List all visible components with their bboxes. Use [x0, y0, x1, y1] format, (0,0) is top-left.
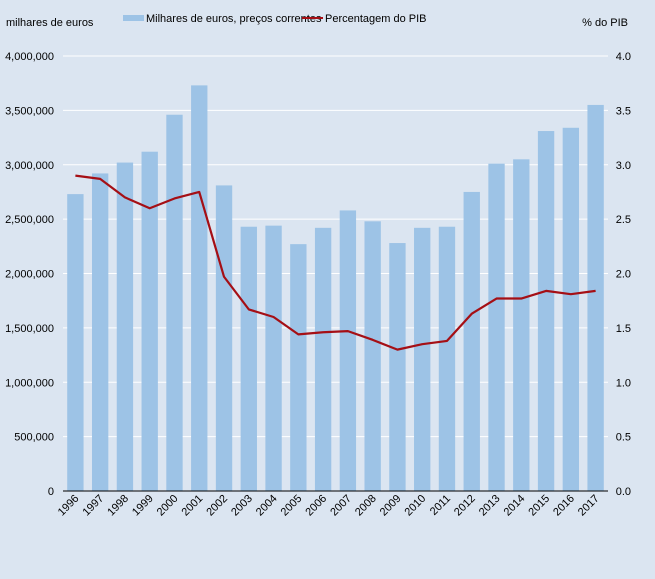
bar-2008: [364, 221, 381, 492]
bar-2010: [414, 227, 431, 491]
left-axis-title: milhares de euros: [6, 17, 94, 29]
y2-tick-label: 2.0: [616, 269, 631, 281]
y2-tick-label: 4.0: [616, 51, 631, 63]
y2-tick-label: 0.5: [616, 432, 631, 444]
bar-2007: [339, 210, 357, 492]
right-axis-title: % do PIB: [582, 17, 628, 29]
y-tick-label: 1,500,000: [5, 323, 54, 335]
bar-2011: [438, 226, 456, 492]
y-tick-label: 2,000,000: [5, 269, 54, 281]
y-tick-label: 500,000: [14, 432, 54, 444]
y-tick-label: 0: [48, 486, 54, 498]
y2-tick-label: 2.5: [616, 214, 631, 226]
bar-2000: [166, 114, 183, 491]
bar-2006: [314, 227, 332, 491]
line-percent-gdp: [75, 174, 596, 351]
y-tick-label: 2,500,000: [5, 214, 54, 226]
bar-1996: [67, 194, 84, 492]
y2-tick-label: 3.5: [616, 105, 631, 117]
y2-tick-label: 0.0: [616, 486, 631, 498]
y-tick-label: 3,000,000: [5, 160, 54, 172]
line-series: [75, 174, 596, 351]
legend-swatch-bars: [123, 15, 144, 21]
bar-2009: [389, 243, 406, 491]
bar-2001: [191, 85, 208, 492]
bar-2015: [537, 131, 555, 491]
bar-series: [67, 85, 604, 492]
y-tick-label: 4,000,000: [5, 51, 54, 63]
bar-1998: [116, 162, 134, 491]
y2-tick-label: 1.5: [616, 323, 631, 335]
bar-1997: [91, 173, 109, 491]
legend: Milhares de euros, preços correntes Perc…: [123, 13, 427, 25]
y-tick-label: 1,000,000: [5, 377, 54, 389]
bar-1999: [141, 151, 158, 491]
y2-tick-label: 1.0: [616, 377, 631, 389]
left-axis-ticks: 0 500,000 1,000,000 1,500,000 2,000,000 2,500…: [5, 51, 54, 498]
bar-2014: [513, 159, 530, 491]
right-axis-ticks: 0.0 0.5 1.0 1.5 2.0 2.5 3.0 3.5 4.0: [616, 51, 631, 498]
bar-2012: [463, 191, 480, 491]
y2-tick-label: 3.0: [616, 160, 631, 172]
bar-2004: [265, 225, 282, 491]
bar-2005: [290, 244, 307, 491]
legend-label-bars: Milhares de euros, preços correntes: [146, 13, 322, 25]
bar-2003: [240, 226, 257, 492]
bar-2016: [562, 127, 580, 492]
bar-2013: [488, 163, 505, 491]
legend-label-line: Percentagem do PIB: [325, 13, 427, 25]
bar-2002: [215, 185, 233, 491]
bar-2017: [587, 104, 604, 491]
y-tick-label: 3,500,000: [5, 105, 54, 117]
